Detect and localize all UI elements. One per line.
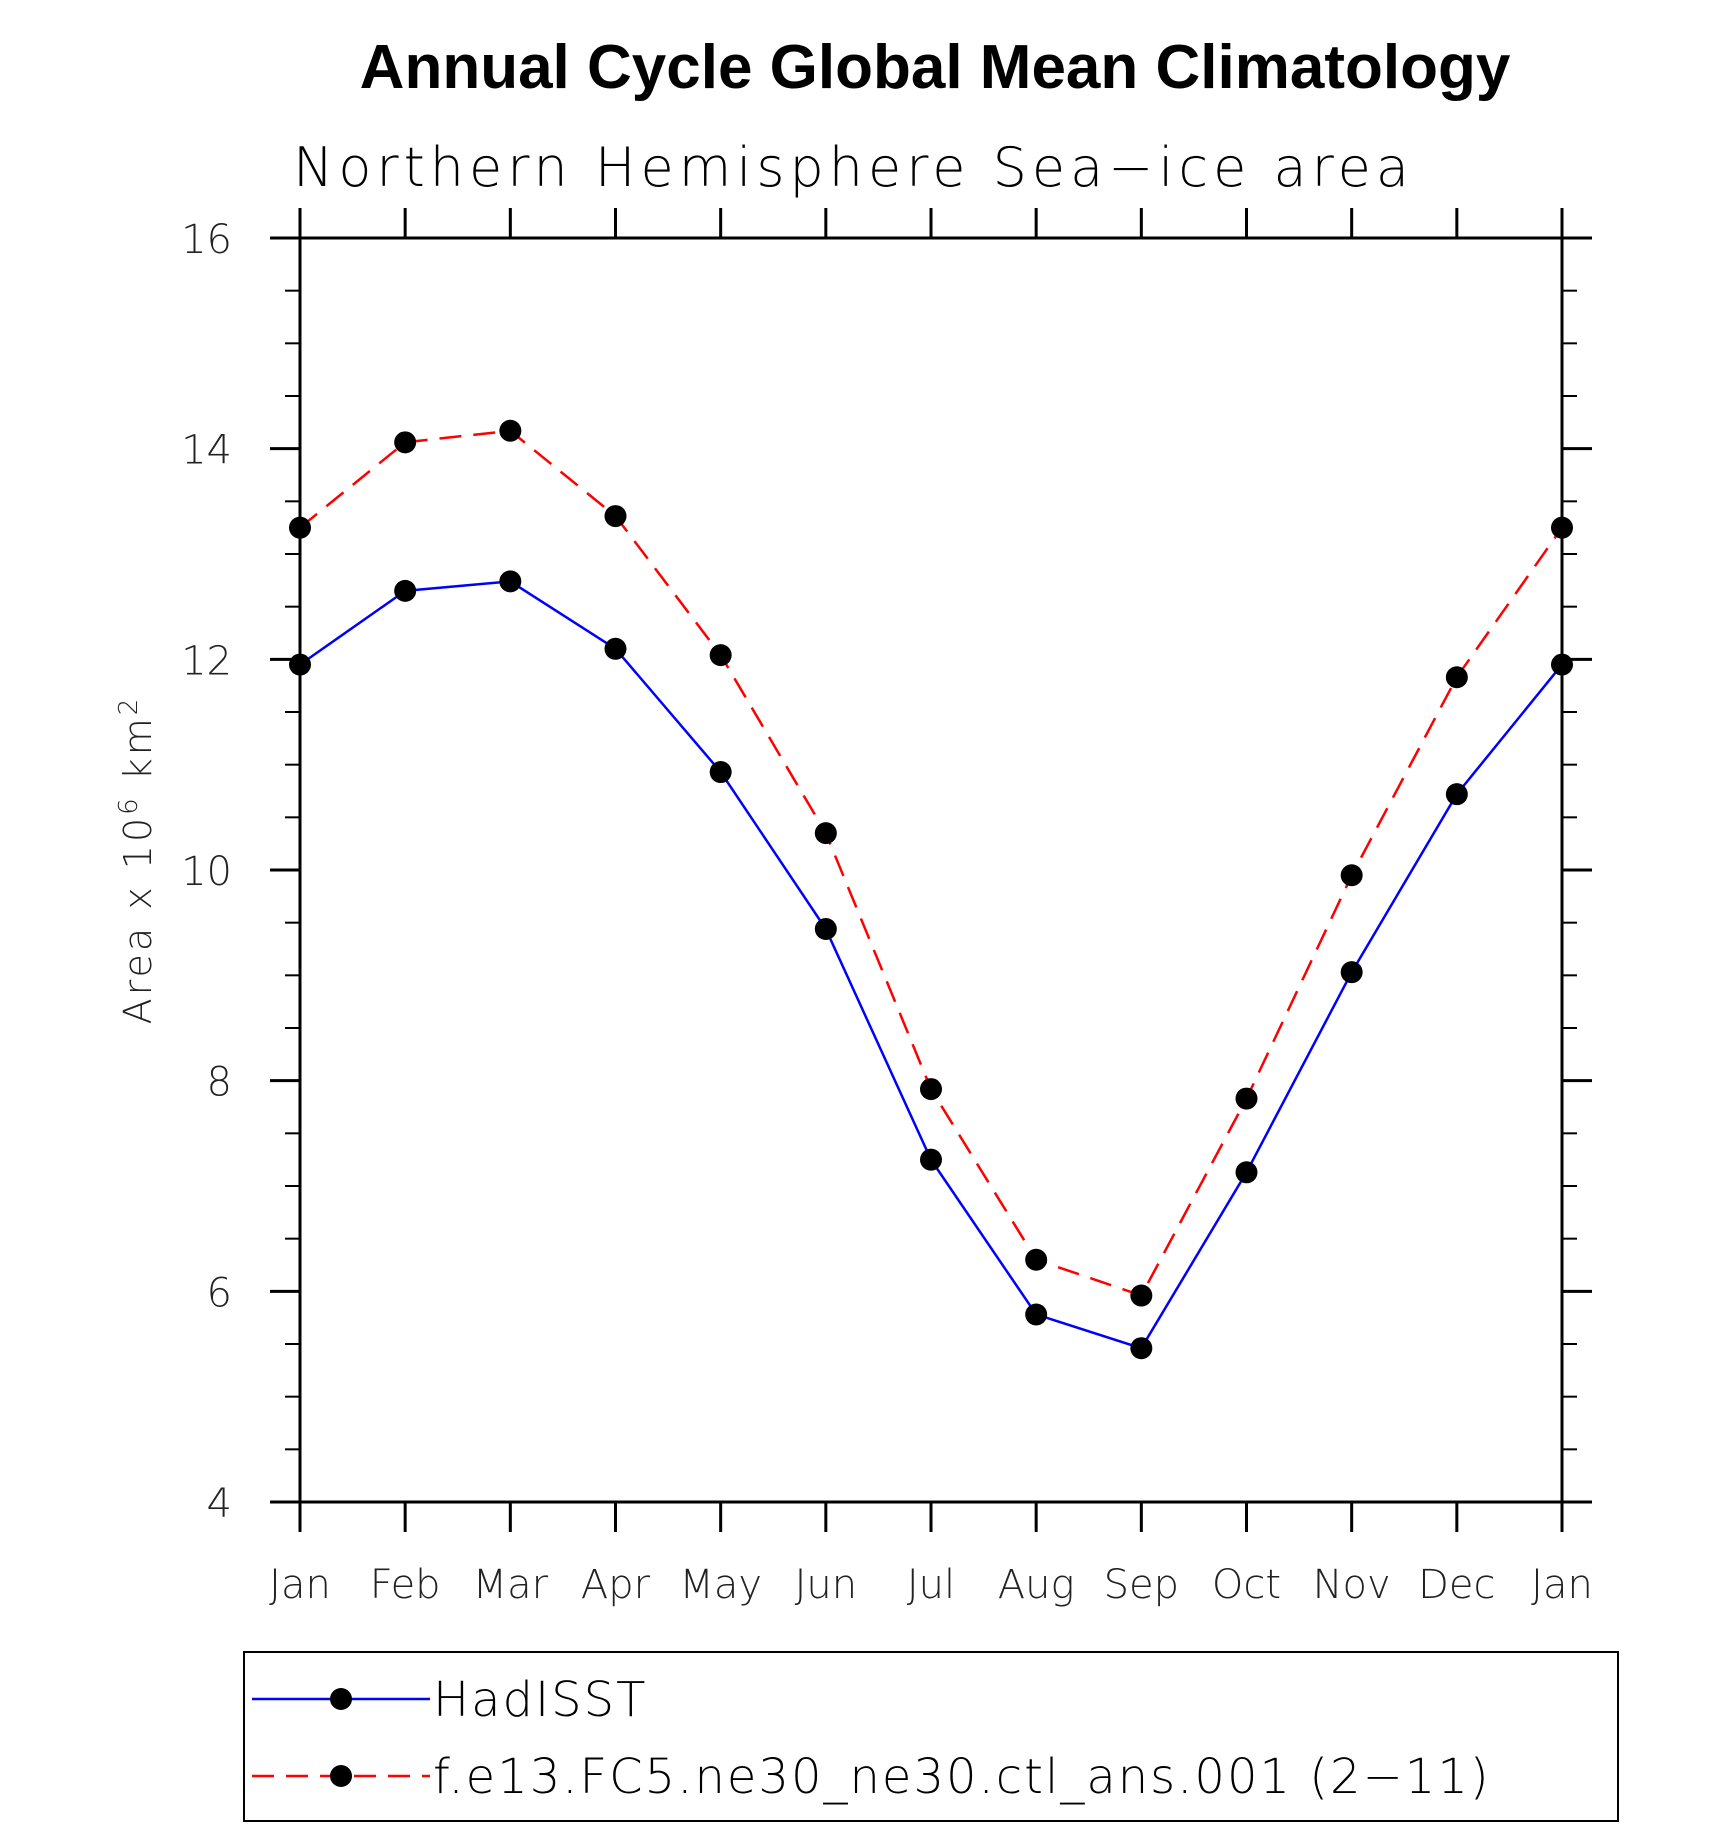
- y-tick-label: 12: [181, 638, 232, 684]
- axes: Jan Feb Mar Apr May Jun Jul Aug Sep Oct Nov Dec Jan 4…: [181, 208, 1593, 1608]
- x-tick-label: Mar: [473, 1562, 549, 1608]
- data-point: [1025, 1248, 1048, 1271]
- data-point: [1235, 1087, 1258, 1110]
- x-tick-label: Feb: [370, 1562, 441, 1608]
- x-tick-label: Jul: [907, 1562, 955, 1608]
- data-point: [920, 1078, 942, 1101]
- x-tick-label: Oct: [1212, 1562, 1281, 1608]
- x-tick-label: Jan: [269, 1562, 331, 1608]
- data-point: [604, 505, 627, 528]
- data-point: [814, 822, 837, 845]
- y-axis-label-text: Area x 106 km2: [114, 696, 160, 1025]
- y-tick-label: 8: [207, 1060, 232, 1106]
- legend-label: HadISST: [433, 1672, 647, 1728]
- chart-subtitle: Northern Hemisphere Sea−ice area: [293, 136, 1414, 199]
- data-point: [604, 637, 627, 660]
- data-point: [920, 1148, 942, 1171]
- chart-title: Annual Cycle Global Mean Climatology: [360, 33, 1511, 102]
- data-point: [499, 570, 522, 593]
- y-tick-label: 10: [181, 849, 232, 895]
- x-tick-label: Jan: [1531, 1562, 1593, 1608]
- data-point: [1445, 783, 1468, 806]
- data-point: [709, 761, 732, 784]
- x-tick-label: Sep: [1104, 1562, 1179, 1608]
- series-2: [289, 419, 1573, 1307]
- data-point: [1551, 653, 1573, 676]
- plot-frame: [298, 236, 1564, 1504]
- series-layer: [289, 419, 1573, 1360]
- data-point: [394, 431, 417, 454]
- series-line: [299, 580, 1563, 1350]
- data-point: [814, 917, 837, 940]
- data-point: [1025, 1303, 1048, 1326]
- x-tick-label: May: [679, 1562, 762, 1608]
- data-point: [1340, 961, 1363, 984]
- data-point: [1235, 1161, 1258, 1184]
- data-point: [289, 653, 311, 676]
- x-tick-label: Jun: [795, 1562, 858, 1608]
- data-point: [289, 516, 311, 539]
- series-1: [289, 570, 1573, 1360]
- legend-marker: [330, 1688, 352, 1710]
- data-point: [1130, 1337, 1153, 1360]
- data-point: [499, 419, 522, 442]
- y-tick-label: 6: [207, 1270, 232, 1316]
- data-point: [394, 579, 417, 602]
- legend-label: f.e13.FC5.ne30_ne30.ctl_ans.001 (2−11): [433, 1749, 1491, 1805]
- y-tick-label: 14: [181, 428, 232, 474]
- data-point: [1130, 1284, 1153, 1307]
- legend: HadISST f.e13.FC5.ne30_ne30.ctl_ans.001 (…: [243, 1651, 1619, 1822]
- y-axis-label: Area x 106 km2: [114, 696, 160, 1025]
- x-tick-label: Aug: [998, 1562, 1075, 1608]
- data-point: [709, 644, 732, 667]
- y-tick-label: 4: [207, 1481, 232, 1527]
- x-tick-label: Nov: [1313, 1562, 1391, 1608]
- data-point: [1445, 666, 1468, 689]
- legend-box: [243, 1651, 1619, 1822]
- legend-marker: [330, 1765, 352, 1787]
- x-tick-label: Dec: [1418, 1562, 1495, 1608]
- x-tick-label: Apr: [581, 1562, 651, 1608]
- data-point: [1551, 516, 1573, 539]
- data-point: [1340, 864, 1363, 887]
- y-tick-label: 16: [181, 217, 232, 263]
